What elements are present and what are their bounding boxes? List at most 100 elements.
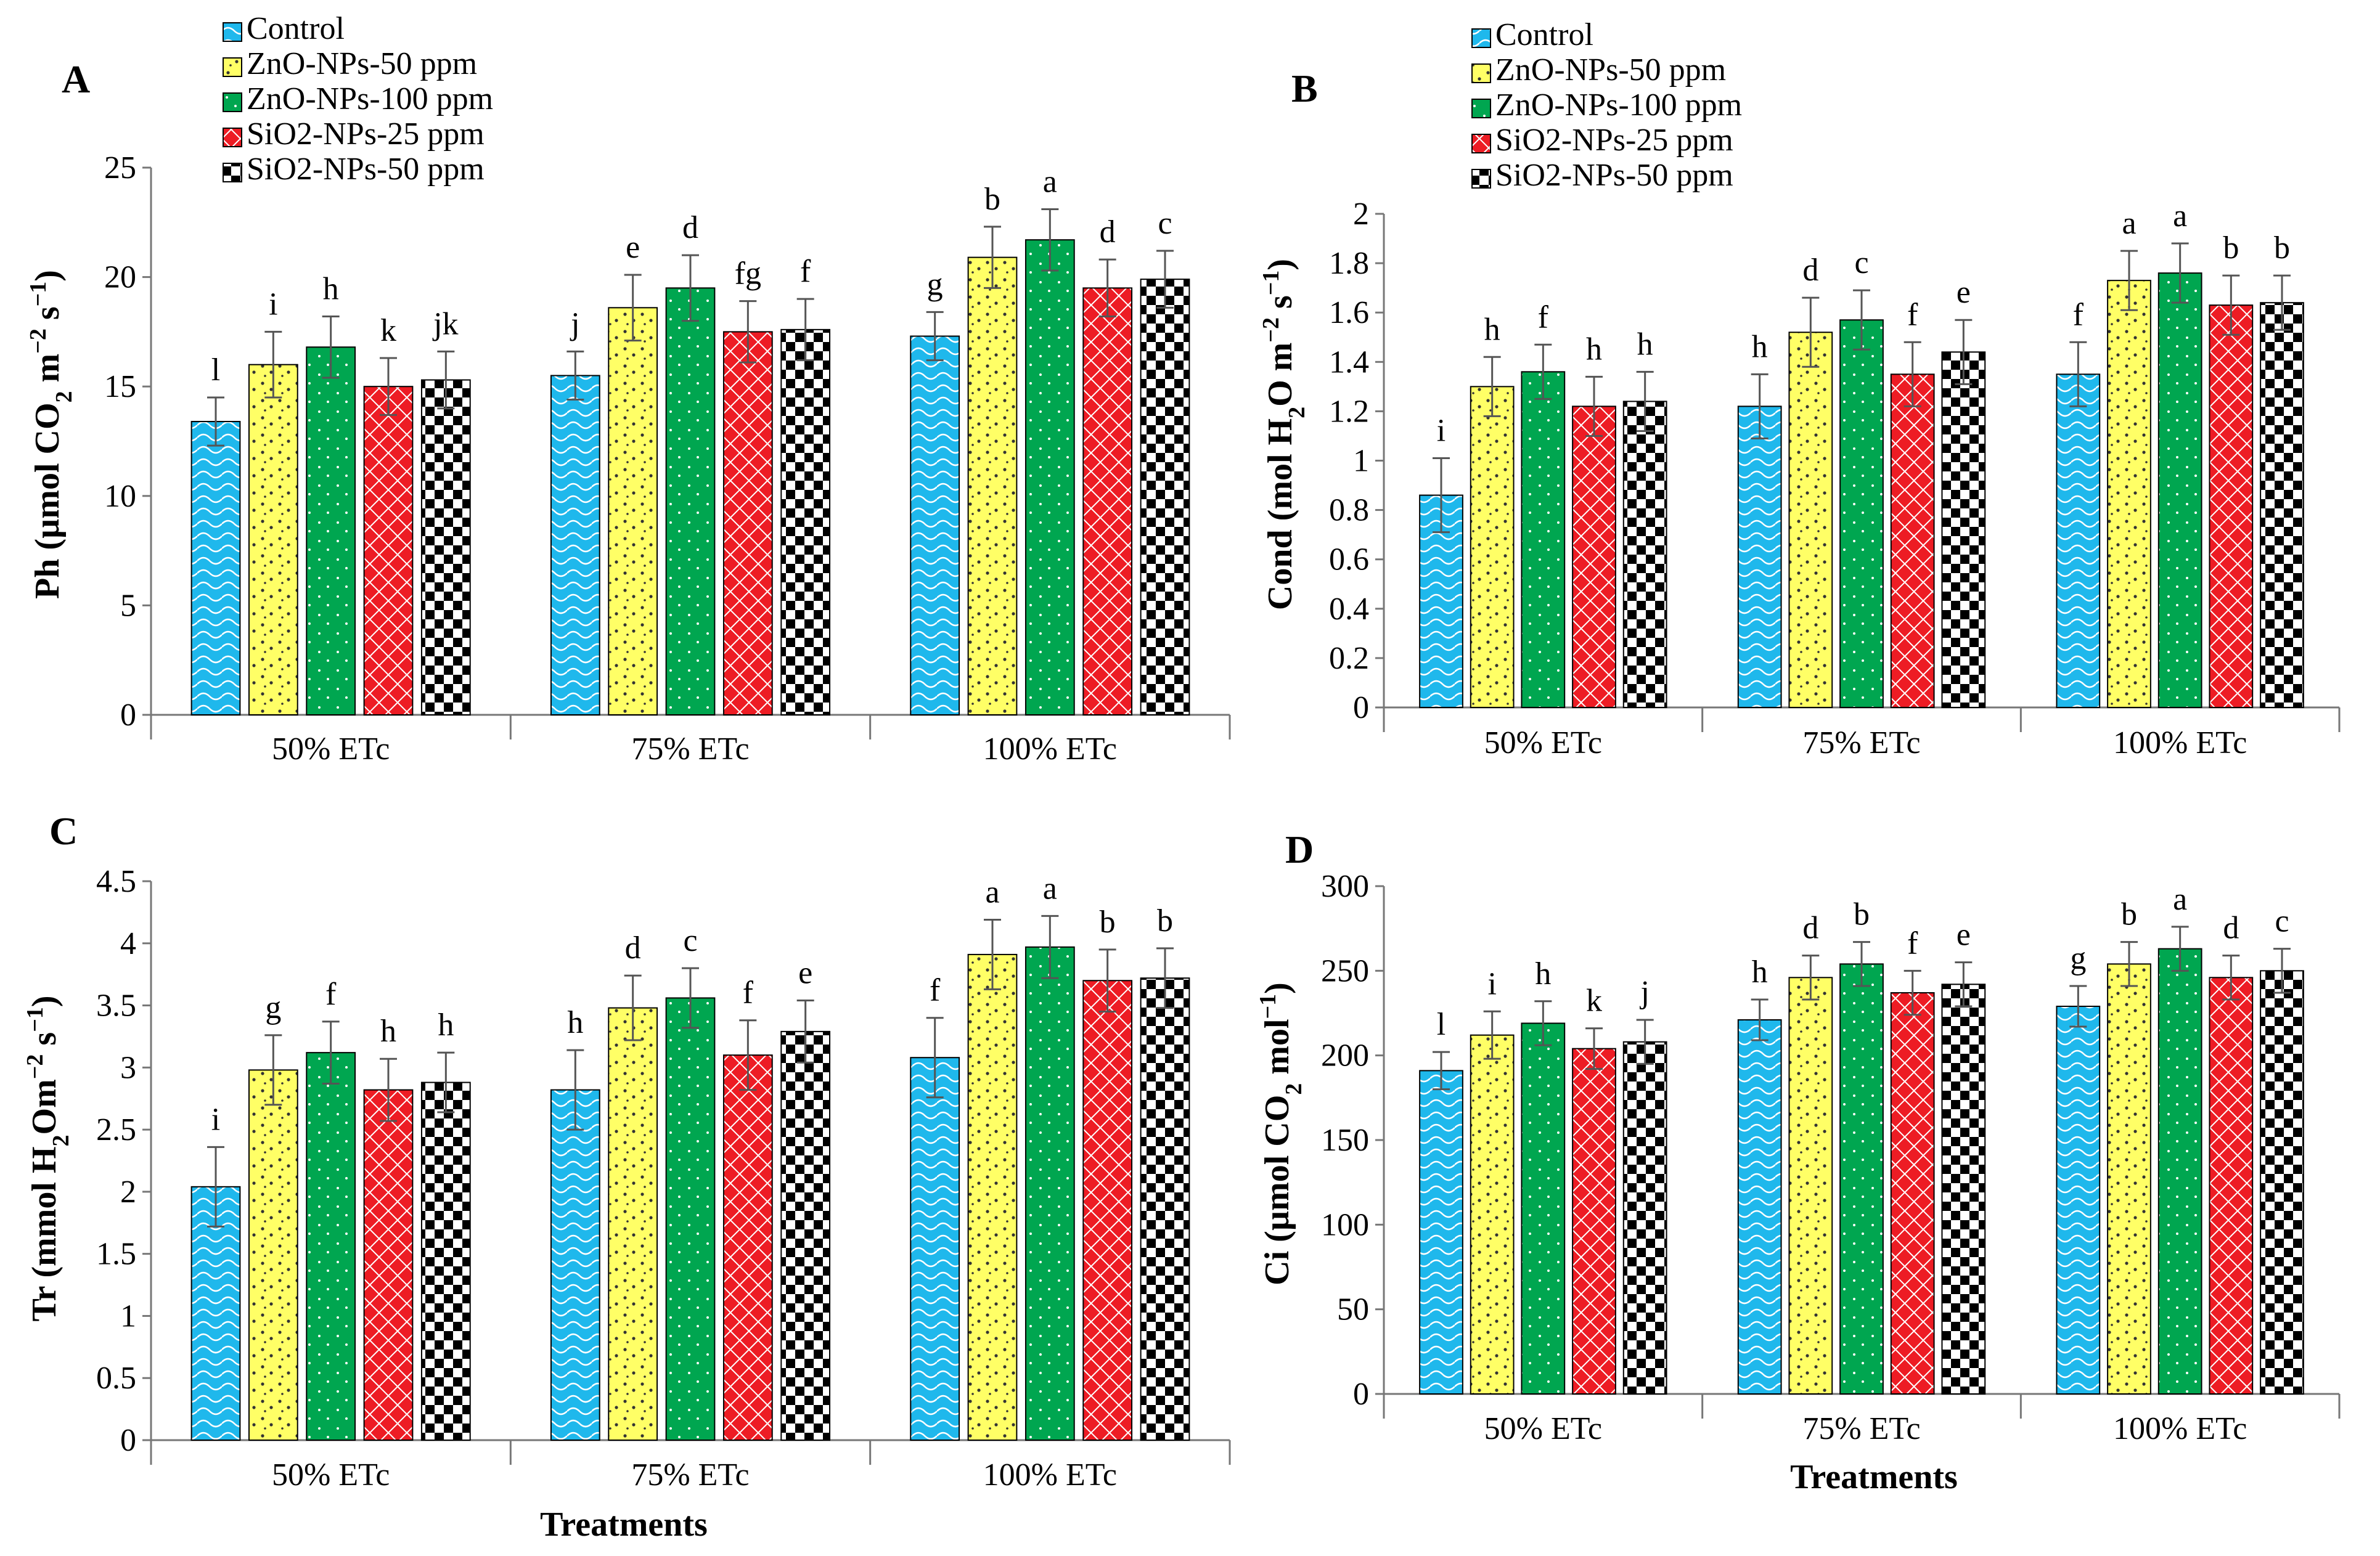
significance-letter: e <box>1957 918 1971 953</box>
y-tick-label: 0.8 <box>1329 493 1369 528</box>
significance-letter: jk <box>432 306 458 341</box>
significance-letter: a <box>1043 871 1057 906</box>
bar-zno-nps-100-ppm-100-etc <box>1024 239 1075 715</box>
significance-letter: f <box>1538 299 1549 335</box>
y-tick-label: 1.6 <box>1329 295 1369 330</box>
bar-sio2-nps-25-ppm-75-etc <box>722 1054 773 1441</box>
y-tick-label: 3.5 <box>96 988 136 1024</box>
y-tick-label: 0.2 <box>1329 641 1369 676</box>
significance-letter: k <box>1586 984 1602 1019</box>
bar-sio2-nps-25-ppm-50-etc <box>363 386 414 715</box>
significance-letter: h <box>1752 955 1768 990</box>
significance-letter: f <box>800 254 811 289</box>
significance-letter: e <box>626 230 640 265</box>
bar-zno-nps-100-ppm-75-etc <box>665 997 716 1441</box>
bar-sio2-nps-50-ppm-75-etc <box>780 1030 831 1441</box>
significance-letter: i <box>1437 413 1446 448</box>
significance-letter: h <box>323 272 339 307</box>
y-tick-label: 250 <box>1321 953 1369 988</box>
x-category-label: 75% ETc <box>631 731 749 767</box>
y-tick-label: 4.5 <box>96 864 136 899</box>
significance-letter: d <box>2223 911 2239 946</box>
bar-control-50-etc <box>1419 1070 1463 1395</box>
significance-letter: h <box>1752 329 1768 364</box>
significance-letter: a <box>985 874 999 910</box>
significance-letter: a <box>1043 164 1057 199</box>
bar-zno-nps-100-ppm-50-etc <box>1521 371 1566 708</box>
bar-zno-nps-50-ppm-100-etc <box>2107 963 2151 1395</box>
significance-letter: a <box>2173 198 2187 234</box>
significance-letter: b <box>1854 897 1870 932</box>
y-tick-label: 0 <box>1353 690 1369 725</box>
significance-letter: h <box>567 1005 583 1040</box>
bar-sio2-nps-25-ppm-50-etc <box>363 1089 414 1441</box>
significance-letter: d <box>1802 253 1818 288</box>
bar-zno-nps-50-ppm-100-etc <box>967 256 1018 715</box>
significance-letter: d <box>625 931 641 966</box>
bar-zno-nps-100-ppm-75-etc <box>1839 319 1884 708</box>
y-tick-label: 2 <box>120 1175 136 1210</box>
bar-zno-nps-50-ppm-75-etc <box>608 1007 658 1441</box>
bar-zno-nps-50-ppm-50-etc <box>248 364 298 715</box>
bar-sio2-nps-50-ppm-50-etc <box>1622 1041 1667 1395</box>
significance-letter: f <box>1907 926 1918 961</box>
y-tick-label: 15 <box>104 369 136 404</box>
y-tick-label: 2 <box>1353 197 1369 232</box>
x-category-label: 100% ETc <box>983 1457 1117 1493</box>
legend-swatch-sio2-nps-50-ppm <box>223 163 242 182</box>
y-tick-label: 0 <box>120 698 136 733</box>
bar-control-50-etc <box>190 421 241 715</box>
y-tick-label: 0 <box>1353 1377 1369 1412</box>
plot-area: 0 5 10 15 20 25 50% ETc l i h k jk 75% ETc j e d fg f 100%… <box>104 150 1231 767</box>
legend-label: ZnO-NPs-100 ppm <box>247 81 493 116</box>
significance-letter: l <box>1437 1007 1446 1042</box>
significance-letter: h <box>1484 312 1500 347</box>
significance-letter: j <box>1639 975 1649 1010</box>
significance-letter: h <box>1637 327 1653 362</box>
bar-sio2-nps-50-ppm-100-etc <box>2260 302 2304 708</box>
bar-sio2-nps-50-ppm-50-etc <box>420 379 471 715</box>
panel-letter: A <box>62 57 90 101</box>
bar-zno-nps-50-ppm-100-etc <box>967 953 1018 1441</box>
significance-letter: g <box>927 267 943 302</box>
bar-sio2-nps-25-ppm-100-etc <box>1082 287 1133 715</box>
bar-sio2-nps-50-ppm-75-etc <box>780 328 831 715</box>
legend-label: Control <box>1495 17 1593 52</box>
significance-letter: c <box>1854 245 1868 280</box>
x-category-label: 100% ETc <box>2113 725 2247 760</box>
x-category-label: 50% ETc <box>272 1457 390 1493</box>
bar-sio2-nps-50-ppm-100-etc <box>1140 279 1190 716</box>
bar-sio2-nps-50-ppm-50-etc <box>420 1081 471 1441</box>
bar-zno-nps-100-ppm-100-etc <box>2157 272 2202 708</box>
bar-zno-nps-50-ppm-100-etc <box>2107 280 2151 708</box>
y-tick-label: 20 <box>104 260 136 295</box>
bar-control-100-etc <box>2056 373 2101 708</box>
significance-letter: b <box>984 182 1000 217</box>
bar-zno-nps-50-ppm-75-etc <box>608 307 658 715</box>
bar-sio2-nps-25-ppm-75-etc <box>1890 992 1935 1395</box>
significance-letter: f <box>743 976 754 1011</box>
legend-label: ZnO-NPs-100 ppm <box>1495 88 1742 123</box>
legend-swatch-zno-nps-100-ppm <box>223 92 242 112</box>
y-tick-label: 2.5 <box>96 1112 136 1147</box>
y-tick-label: 200 <box>1321 1038 1369 1073</box>
y-tick-label: 100 <box>1321 1207 1369 1242</box>
bar-sio2-nps-25-ppm-100-etc <box>1082 980 1133 1441</box>
bar-zno-nps-100-ppm-75-etc <box>665 287 716 715</box>
x-category-label: 50% ETc <box>272 731 390 767</box>
bar-zno-nps-50-ppm-75-etc <box>1788 977 1833 1395</box>
bar-zno-nps-50-ppm-50-etc <box>1470 386 1515 708</box>
legend-label: SiO2-NPs-50 ppm <box>1495 158 1733 193</box>
bar-zno-nps-100-ppm-100-etc <box>1024 946 1075 1441</box>
legend-swatch-control <box>1471 28 1491 48</box>
bar-control-100-etc <box>910 335 960 715</box>
x-category-label: 75% ETc <box>631 1457 749 1493</box>
significance-letter: i <box>269 287 277 322</box>
y-tick-label: 4 <box>120 926 136 961</box>
y-tick-label: 1.2 <box>1329 394 1369 429</box>
legend-label: Control <box>247 11 345 46</box>
y-tick-label: 1.8 <box>1329 246 1369 281</box>
x-axis-label: Treatments <box>540 1505 708 1544</box>
